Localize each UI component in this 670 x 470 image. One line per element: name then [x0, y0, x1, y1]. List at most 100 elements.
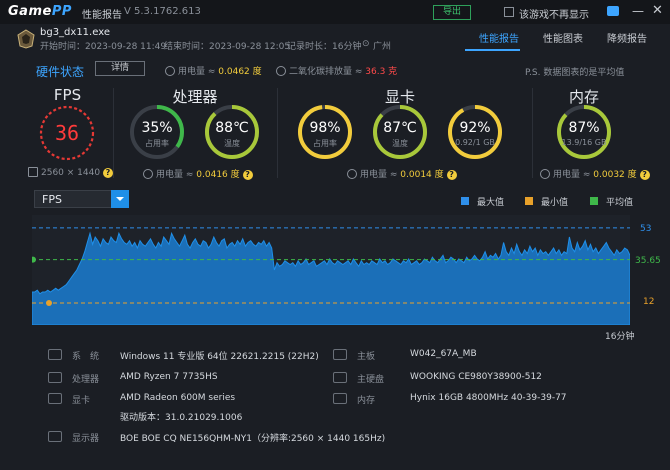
fps-value: 36	[54, 121, 80, 145]
memory-power: 用电量 ≈ 0.0032 度 ?	[540, 167, 650, 180]
duration: 记录时长：16分钟	[287, 42, 362, 52]
fps-area-chart	[32, 215, 630, 325]
end-time: 结束时间：2023-09-28 12:05	[164, 42, 291, 52]
active-tab-underline	[465, 49, 520, 51]
os-icon	[48, 349, 62, 360]
gauge-fill	[373, 105, 427, 159]
cpu-chip-icon	[48, 372, 62, 383]
driver-version: 驱动版本：31.0.21029.1006	[120, 413, 243, 423]
avg-value-label: 35.65	[635, 256, 661, 266]
divider	[113, 88, 114, 178]
hardware-status-title: 硬件状态	[36, 65, 85, 79]
power-icon	[143, 169, 153, 179]
metric-select-value: FPS	[42, 193, 62, 206]
gpu-power: 用电量 ≈ 0.0014 度 ?	[347, 167, 457, 180]
version-text: V 5.3.1762.613	[124, 6, 201, 17]
gpu-temp-label: 温度	[392, 139, 408, 148]
cpu-temp-gauge	[205, 105, 259, 159]
no-show-checkbox[interactable]	[504, 7, 514, 17]
game-icon	[17, 29, 35, 49]
legend-max-label: 最大值	[477, 198, 505, 208]
export-button[interactable]: 导出	[433, 5, 471, 20]
monitor-icon	[28, 167, 38, 177]
monitor-label: 显示器	[72, 434, 100, 444]
power-icon	[540, 169, 550, 179]
close-icon[interactable]: ✕	[652, 3, 663, 18]
cpu-usage-value: 35%	[141, 120, 173, 136]
help-icon[interactable]: ?	[242, 170, 253, 180]
power-icon	[165, 66, 175, 76]
gpu-card-icon	[48, 393, 62, 404]
total-power: 用电量 ≈ 0.0462 度	[165, 64, 262, 77]
gpu-vram-value: 92%	[459, 120, 491, 136]
board-label: 主板	[357, 352, 376, 362]
gpu-value: AMD Radeon 600M series	[120, 393, 236, 403]
leaf-icon	[276, 66, 286, 76]
exe-name: bg3_dx11.exe	[40, 27, 110, 38]
divider	[277, 88, 278, 178]
gamepp-logo: GamePP	[8, 4, 72, 19]
memory-usage-label: 13.9/16 GB	[561, 138, 607, 147]
help-icon[interactable]: ?	[102, 168, 113, 178]
tab-performance-report[interactable]: 性能报告	[479, 34, 519, 45]
cpu-temp-value: 88℃	[215, 120, 249, 136]
chevron-down-icon[interactable]	[111, 190, 129, 208]
os-value: Windows 11 专业版 64位 22621.2215 (22H2)	[120, 352, 319, 362]
board-value: W042_67A_MB	[410, 349, 477, 359]
disk-label: 主硬盘	[357, 375, 385, 385]
cpu-title: 处理器	[172, 88, 218, 106]
title-bar	[0, 0, 670, 24]
co2-emission: 二氧化碳排放量 ≈ 36.3 克	[276, 64, 397, 77]
help-icon[interactable]: ?	[446, 170, 457, 180]
memory-title: 内存	[568, 88, 599, 106]
mem-label: 内存	[357, 396, 376, 406]
memory-usage-gauge	[557, 105, 611, 159]
cpu-label: 处理器	[72, 375, 100, 385]
cpu-power: 用电量 ≈ 0.0416 度 ?	[143, 167, 253, 180]
gauge-fill	[557, 105, 611, 159]
legend-avg-label: 平均值	[606, 198, 634, 208]
gpu-temp-gauge	[373, 105, 427, 159]
monitor-value: BOE BOE CQ NE156QHM-NY1（分辨率:2560 × 1440 …	[120, 434, 386, 444]
min-marker	[46, 300, 52, 306]
tab-performance-chart[interactable]: 性能图表	[543, 34, 583, 45]
gpu-title: 显卡	[384, 88, 415, 106]
disk-icon	[333, 372, 347, 383]
legend-min-swatch	[525, 197, 533, 205]
location-pin-icon: ⊙	[362, 39, 370, 49]
cpu-usage-gauge	[130, 105, 184, 159]
minimize-icon[interactable]: —	[632, 4, 644, 18]
mem-value: Hynix 16GB 4800MHz 40-39-39-77	[410, 393, 567, 403]
max-value-label: 53	[640, 224, 652, 234]
legend-min-label: 最小值	[541, 198, 569, 208]
cpu-usage-label: 占用率	[145, 139, 169, 148]
gauge-fill	[130, 105, 184, 159]
gpu-label: 显卡	[72, 396, 91, 406]
fps-resolution: 2560 × 1440 ?	[28, 167, 113, 178]
gpu-usage-gauge	[298, 105, 352, 159]
monitor-icon	[48, 431, 62, 442]
cpu-temp-label: 温度	[224, 139, 240, 148]
memory-usage-value: 87%	[568, 120, 600, 136]
avg-marker	[32, 256, 36, 263]
tab-throttle-report[interactable]: 降频报告	[607, 34, 647, 45]
help-icon[interactable]: ?	[639, 170, 650, 180]
details-button[interactable]: 详情	[95, 61, 145, 76]
gpu-temp-value: 87℃	[383, 120, 417, 136]
gpu-vram-label: 0.92/1 GB	[455, 138, 495, 147]
location: 广州	[373, 42, 392, 52]
divider	[532, 88, 533, 178]
camera-icon[interactable]	[607, 6, 619, 16]
fps-series-area	[32, 231, 630, 325]
fps-gauge	[39, 105, 95, 161]
fps-title: FPS	[53, 86, 82, 104]
legend-max-swatch	[461, 197, 469, 205]
duration-axis-label: 16分钟	[605, 332, 635, 342]
window-title: 性能报告	[82, 10, 122, 21]
gauge-fill	[205, 105, 259, 159]
power-icon	[347, 169, 357, 179]
gpu-usage-label: 占用率	[313, 139, 337, 148]
gpu-usage-value: 98%	[309, 120, 341, 136]
legend-avg-swatch	[590, 197, 598, 205]
gpu-vram-gauge	[448, 105, 502, 159]
